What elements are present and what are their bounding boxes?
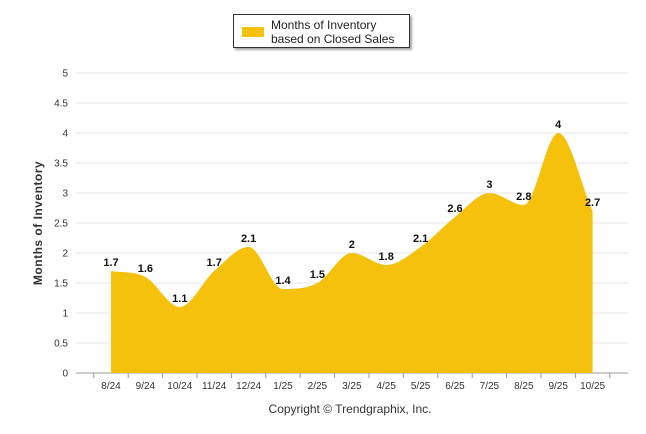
data-label: 2.7 — [585, 197, 600, 209]
x-tick-label: 6/25 — [445, 381, 465, 392]
y-tick-label: 2 — [62, 249, 68, 260]
data-label: 3 — [486, 179, 492, 191]
x-tick-label: 5/25 — [411, 381, 431, 392]
y-tick-label: 4.5 — [54, 99, 68, 110]
data-label: 1.6 — [138, 263, 153, 275]
series-area — [111, 133, 593, 373]
data-label: 4 — [555, 119, 562, 131]
data-label: 1.8 — [379, 251, 394, 263]
y-tick-label: 5 — [62, 69, 68, 80]
data-label: 2.6 — [447, 203, 462, 215]
x-tick-label: 10/24 — [167, 381, 192, 392]
x-axis: 8/24 9/24 10/24 11/24 12/24 1/25 2/25 3/25 4/25 5… — [93, 373, 611, 392]
x-tick-label: 11/24 — [202, 381, 227, 392]
legend-swatch — [242, 27, 264, 37]
x-tick-label: 9/25 — [548, 381, 568, 392]
data-label: 2 — [349, 239, 355, 251]
y-tick-label: 3.5 — [54, 159, 68, 170]
x-tick-label: 10/25 — [580, 381, 605, 392]
y-tick-label: 1 — [62, 309, 68, 320]
data-label: 1.4 — [275, 275, 291, 287]
data-label: 2.1 — [413, 233, 428, 245]
data-label: 1.7 — [103, 257, 118, 269]
y-tick-label: 0.5 — [54, 339, 68, 350]
data-labels: 1.7 1.6 1.1 1.7 2.1 1.4 1.5 2 1.8 2.1 2.6 3 2.8 4 2.7 — [103, 119, 600, 305]
x-tick-label: 8/24 — [101, 381, 121, 392]
y-tick-label: 4 — [62, 129, 68, 140]
y-tick-label: 2.5 — [54, 219, 68, 230]
y-tick-label: 0 — [62, 369, 68, 380]
data-label: 2.1 — [241, 233, 256, 245]
data-label: 1.1 — [172, 293, 187, 305]
data-label: 2.8 — [516, 191, 531, 203]
x-tick-label: 3/25 — [342, 381, 362, 392]
x-tick-label: 9/24 — [136, 381, 156, 392]
x-tick-label: 12/24 — [236, 381, 261, 392]
y-axis-ticks: 0 0.5 1 1.5 2 2.5 3 3.5 4 4.5 5 — [54, 69, 68, 380]
legend-label: Months of Inventory based on Closed Sale… — [271, 18, 395, 46]
y-axis-title: Months of Inventory — [31, 161, 45, 285]
copyright-text: Copyright © Trendgraphix, Inc. — [269, 402, 432, 416]
data-label: 1.5 — [310, 269, 325, 281]
x-tick-label: 4/25 — [376, 381, 396, 392]
y-tick-label: 3 — [62, 189, 68, 200]
x-tick-label: 2/25 — [308, 381, 328, 392]
legend: Months of Inventory based on Closed Sale… — [233, 14, 410, 48]
x-tick-label: 7/25 — [480, 381, 500, 392]
x-tick-label: 1/25 — [273, 381, 293, 392]
data-label: 1.7 — [207, 257, 222, 269]
x-tick-label: 8/25 — [514, 381, 534, 392]
y-tick-label: 1.5 — [54, 279, 68, 290]
series-area-shape — [111, 133, 593, 373]
